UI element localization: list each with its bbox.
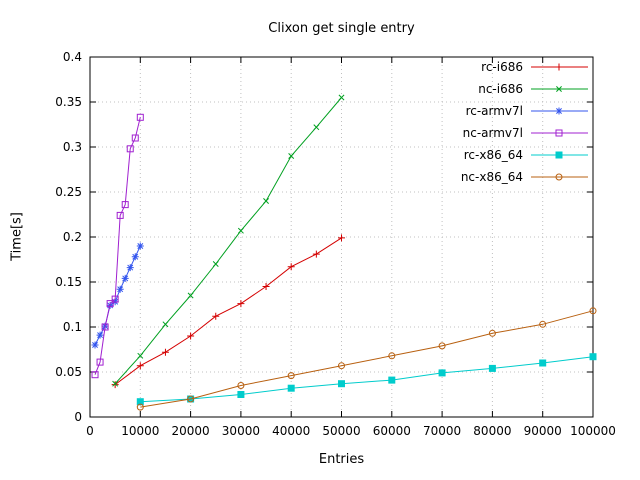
- x-tick-label: 50000: [322, 424, 360, 438]
- x-axis-label: Entries: [318, 452, 365, 467]
- series-rc-x86_64: [136, 353, 597, 406]
- x-tick-label: 0: [86, 424, 94, 438]
- y-tick-label: 0.25: [55, 185, 82, 199]
- legend-label-rc-i686: rc-i686: [481, 60, 523, 74]
- legend-label-rc-armv7l: rc-armv7l: [466, 104, 523, 118]
- x-tick-label: 100000: [570, 424, 616, 438]
- legend-label-nc-i686: nc-i686: [478, 82, 523, 96]
- legend-label-nc-x86_64: nc-x86_64: [461, 170, 523, 184]
- x-tick-label: 10000: [121, 424, 159, 438]
- tick-labels: 0 10000 20000 30000 40000 50000 60000 70000 8000…: [55, 50, 616, 438]
- series-rc-i686: [111, 234, 345, 389]
- chart-title: Clixon get single entry: [268, 21, 415, 36]
- y-tick-label: 0.05: [55, 365, 82, 379]
- series-nc-i686: [112, 94, 345, 387]
- y-tick-label: 0.3: [63, 140, 82, 154]
- x-tick-label: 80000: [473, 424, 511, 438]
- x-tick-label: 70000: [423, 424, 461, 438]
- x-tick-label: 30000: [222, 424, 260, 438]
- plot-border: [89, 56, 594, 418]
- x-tick-label: 90000: [524, 424, 562, 438]
- y-tick-label: 0.1: [63, 320, 82, 334]
- x-tick-label: 60000: [373, 424, 411, 438]
- legend-label-nc-armv7l: nc-armv7l: [463, 126, 523, 140]
- y-tick-label: 0.2: [63, 230, 82, 244]
- y-tick-label: 0.4: [63, 50, 82, 64]
- y-tick-label: 0.15: [55, 275, 82, 289]
- x-tick-label: 20000: [172, 424, 210, 438]
- series-nc-x86_64: [136, 307, 597, 411]
- legend-label-rc-x86_64: rc-x86_64: [464, 148, 523, 162]
- legend: rc-i686 nc-i686 rc-armv7l nc-armv7l rc-x86_6…: [461, 60, 588, 184]
- series-nc-armv7l: [91, 113, 144, 379]
- y-tick-label: 0: [74, 410, 82, 424]
- y-tick-label: 0.35: [55, 95, 82, 109]
- x-tick-label: 40000: [272, 424, 310, 438]
